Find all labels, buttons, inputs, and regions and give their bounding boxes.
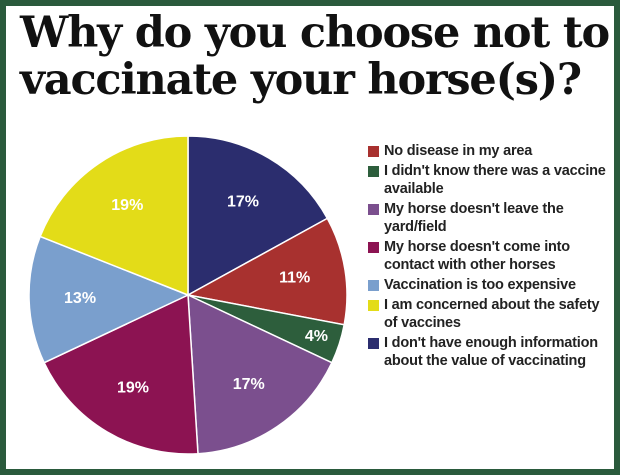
legend-label: I don't have enough information about th… [384,335,598,369]
legend-swatch [368,166,379,177]
pie-slice-label-4: 17% [233,376,265,393]
pie-slice-labels: 17% 11% 4% 17% 19% 13% 19% [64,194,328,397]
legend-label: I didn't know there was a vaccine availa… [384,163,606,197]
legend-swatch [368,146,379,157]
legend-swatch [368,280,379,291]
pie-slice-label-5: 19% [117,379,149,396]
pie-slice-7 [39,135,189,297]
pie-slice-label-7: 19% [111,197,143,214]
legend-item-no-disease-in-my-area: No disease in my area [368,142,608,160]
pie-slice-label-2: 11% [279,270,310,287]
chart-title-line-1: Why do you choose not to [20,8,610,58]
legend-label: I am concerned about the safety of vacci… [384,297,600,331]
chart-title-line-2: vaccinate your horse(s)? [20,55,582,105]
legend-swatch [368,204,379,215]
pie-slice-6 [28,235,190,364]
pie-slice-label-3: 4% [305,328,328,345]
legend-item-i-am-concerned-about-the-safety-of-vacci: I am concerned about the safety of vacci… [368,296,608,332]
pie-slice-4 [187,293,333,455]
chart-legend: No disease in my area I didn't know there… [368,142,608,372]
pie-slices [28,135,348,455]
legend-swatch [368,338,379,349]
legend-label: My horse doesn't come into contact with … [384,239,570,273]
legend-swatch [368,242,379,253]
legend-item-vaccination-is-too-expensive: Vaccination is too expensive [368,276,608,294]
pie-slice-2 [185,217,348,326]
pie-slice-label-6: 13% [64,290,96,307]
legend-label: Vaccination is too expensive [384,277,576,293]
legend-label: My horse doesn't leave the yard/field [384,201,564,235]
pie-slice-label-1: 17% [227,194,259,211]
legend-swatch [368,300,379,311]
legend-item-i-don-t-have-enough-information-about-th: I don't have enough information about th… [368,334,608,370]
pie-slice-1 [187,135,329,297]
pie-slice-5 [43,293,199,455]
legend-item-my-horse-doesn-t-leave-the-yard-field: My horse doesn't leave the yard/field [368,200,608,236]
legend-item-my-horse-doesn-t-come-into-contact-with-: My horse doesn't come into contact with … [368,238,608,274]
chart-title: Why do you choose not to vaccinate your … [20,10,610,104]
legend-item-i-didn-t-know-there-was-a-vaccine-availa: I didn't know there was a vaccine availa… [368,162,608,198]
legend-label: No disease in my area [384,143,533,159]
